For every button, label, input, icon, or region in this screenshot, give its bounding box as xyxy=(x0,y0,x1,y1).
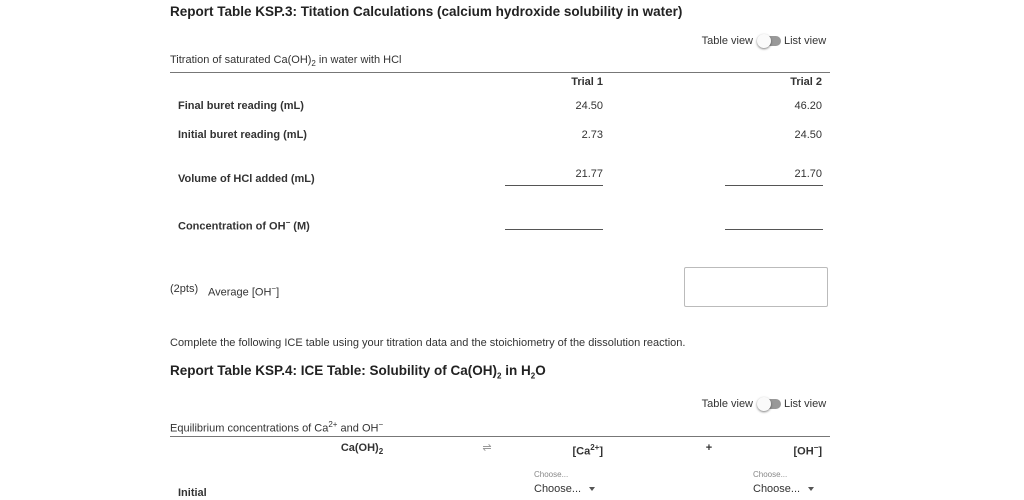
text: Report Table KSP.4: ICE Table: Solubilit… xyxy=(170,363,498,378)
text: and OH xyxy=(337,422,379,435)
input-box[interactable] xyxy=(684,267,828,307)
title: Report Table KSP.3: Titation Calculation… xyxy=(170,4,683,19)
select[interactable]: Choose... xyxy=(534,482,596,496)
col-header: [OH−] xyxy=(722,441,822,459)
text: ] xyxy=(599,445,603,458)
average-label: Average [OH−] xyxy=(208,282,279,300)
select-value[interactable]: Choose... xyxy=(534,483,582,495)
text: Ca(OH) xyxy=(340,442,379,454)
sup: − xyxy=(285,218,291,227)
toggle-switch[interactable] xyxy=(757,397,781,411)
row-label: Volume of HCl added (mL) xyxy=(178,173,315,185)
cell: 24.50 xyxy=(794,129,822,141)
plus: + xyxy=(705,442,713,454)
text: in H xyxy=(501,363,531,378)
text: in water with HCl xyxy=(315,54,402,66)
input-value[interactable]: 21.77 xyxy=(575,168,603,180)
select[interactable]: Choose... xyxy=(753,482,815,496)
toggle-left[interactable]: Table view xyxy=(701,398,753,410)
sup: − xyxy=(813,443,819,452)
caret xyxy=(808,487,815,492)
arrow: ⇌ xyxy=(482,442,492,454)
text: [OH xyxy=(793,445,814,458)
points: (2pts) xyxy=(170,283,199,295)
row-label: Final buret reading (mL) xyxy=(178,100,304,112)
text: ] xyxy=(276,286,280,299)
input-line[interactable] xyxy=(725,229,823,230)
input-value[interactable]: 21.70 xyxy=(794,168,822,180)
sup: 2+ xyxy=(328,420,338,429)
input-line[interactable] xyxy=(505,229,603,230)
text: Titration of saturated Ca(OH) xyxy=(170,54,312,66)
sub: 2 xyxy=(530,371,536,381)
toggle-right[interactable]: List view xyxy=(784,35,827,47)
cell: 2.73 xyxy=(581,129,603,141)
sup: 2+ xyxy=(590,443,600,452)
text: O xyxy=(535,363,546,378)
toggle-left[interactable]: Table view xyxy=(701,35,753,47)
col-header: Ca(OH)2 xyxy=(312,441,412,459)
select-value[interactable]: Choose... xyxy=(753,483,801,495)
sub: 2 xyxy=(311,59,316,69)
text: (M) xyxy=(290,220,310,233)
title: Report Table KSP.4: ICE Table: Solubilit… xyxy=(170,364,546,384)
text: Concentration of OH xyxy=(178,220,286,233)
col-header: [Ca2+] xyxy=(503,441,603,459)
select-hint: Choose... xyxy=(753,470,788,479)
text: [Ca xyxy=(572,445,591,458)
caption: Equilibrium concentrations of Ca2+ and O… xyxy=(170,418,383,436)
sub: 2 xyxy=(497,371,502,381)
row-label: Initial buret reading (mL) xyxy=(178,129,307,141)
instruction: Complete the following ICE table using y… xyxy=(170,337,686,349)
rule xyxy=(170,436,830,437)
input-line xyxy=(725,185,823,186)
cell: 24.50 xyxy=(575,100,603,112)
toggle-switch[interactable] xyxy=(757,34,781,48)
row-label: Concentration of OH− (M) xyxy=(178,216,310,234)
toggle-right[interactable]: List view xyxy=(784,398,827,410)
sup: − xyxy=(271,284,277,293)
row-label: Initial xyxy=(178,487,207,499)
col-header: Trial 1 xyxy=(571,76,603,88)
sub: 2 xyxy=(378,447,384,457)
input-line xyxy=(505,185,603,186)
text: Equilibrium concentrations of Ca xyxy=(170,422,329,435)
text: Average [OH xyxy=(208,286,272,299)
caption: Titration of saturated Ca(OH)2 in water … xyxy=(170,53,401,71)
text: ] xyxy=(818,445,822,458)
caret xyxy=(589,487,596,492)
cell: 46.20 xyxy=(794,100,822,112)
select-hint: Choose... xyxy=(534,470,569,479)
rule xyxy=(170,72,830,73)
col-header: Trial 2 xyxy=(790,76,822,88)
sup: − xyxy=(378,420,384,429)
